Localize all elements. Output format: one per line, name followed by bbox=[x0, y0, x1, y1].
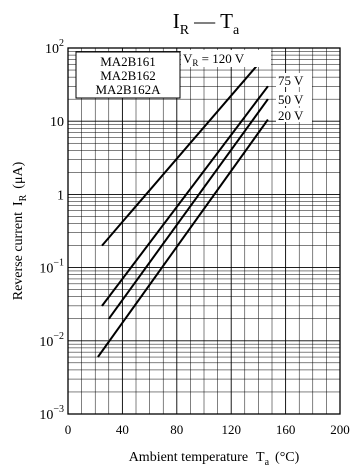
series-label-bg-20 bbox=[276, 108, 312, 122]
x-tick-label: 80 bbox=[170, 422, 183, 437]
series-line-50v bbox=[107, 98, 269, 320]
series-label-bg-50 bbox=[276, 92, 312, 106]
x-tick-label: 120 bbox=[221, 422, 241, 437]
x-tick-label: 40 bbox=[116, 422, 129, 437]
y-axis-label: Reverse currentIR(μA) bbox=[11, 161, 29, 300]
x-tick-label: 0 bbox=[65, 422, 72, 437]
series-line-20v bbox=[97, 119, 269, 358]
legend-part-2: MA2B162 bbox=[100, 68, 156, 83]
y-tick-labels: 102 10 1 10−1 10−2 10−3 bbox=[39, 38, 64, 423]
series-label-50v: 50 V bbox=[278, 92, 304, 107]
series-label-75v: 75 V bbox=[278, 73, 304, 88]
x-tick-label: 160 bbox=[276, 422, 296, 437]
series-line-75v bbox=[101, 85, 269, 307]
chart-title: IR — Ta bbox=[173, 9, 240, 38]
x-tick-labels: 0 40 80 120 160 200 bbox=[65, 422, 350, 437]
y-tick-label: 1 bbox=[57, 188, 64, 203]
y-tick-label: 102 bbox=[45, 38, 64, 57]
legend-part-3: MA2B162A bbox=[95, 82, 161, 97]
part-number-box: MA2B161 MA2B162 MA2B162A bbox=[75, 51, 181, 99]
y-tick-label: 10−3 bbox=[39, 404, 64, 423]
y-tick-label: 10 bbox=[50, 115, 64, 130]
series-label-bg-75 bbox=[276, 73, 312, 87]
x-tick-label: 200 bbox=[330, 422, 350, 437]
plot-frame bbox=[67, 47, 341, 415]
series-line-120v bbox=[101, 50, 271, 247]
series-lines bbox=[97, 50, 271, 358]
y-tick-label: 10−1 bbox=[39, 258, 64, 277]
series-label-bg-120 bbox=[181, 50, 271, 67]
x-axis-label: Ambient temperature Ta (°C) bbox=[129, 450, 300, 466]
legend-part-1: MA2B161 bbox=[100, 54, 156, 69]
y-tick-label: 10−2 bbox=[39, 331, 64, 350]
series-label-20v: 20 V bbox=[278, 108, 304, 123]
series-label-120v: VR = 120 V bbox=[183, 51, 245, 68]
